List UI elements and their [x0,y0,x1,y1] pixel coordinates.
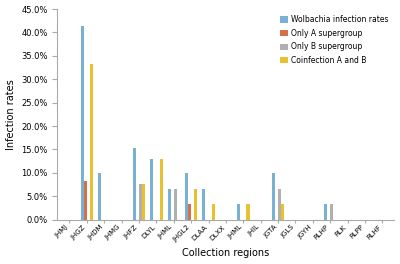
Bar [324,204,327,220]
Bar [278,189,281,220]
Bar [212,204,215,220]
Bar [174,189,177,220]
Bar [237,204,240,220]
Bar [194,189,197,220]
Bar [142,184,145,220]
Bar [160,159,163,220]
Bar [150,159,153,220]
Bar [330,204,333,220]
Bar [84,181,87,220]
Bar [246,204,250,220]
Legend: Wolbachia infection rates, Only A supergroup, Only B supergroup, Coinfection A a: Wolbachia infection rates, Only A superg… [278,13,391,67]
Bar [281,204,284,220]
Y-axis label: Infection rates: Infection rates [6,79,16,150]
Bar [272,173,275,220]
Bar [98,173,101,220]
Bar [133,148,136,220]
Bar [202,189,205,220]
Bar [188,204,191,220]
X-axis label: Collection regions: Collection regions [182,248,270,258]
Bar [90,64,93,220]
Bar [139,184,142,220]
Bar [168,189,171,220]
Bar [81,26,84,220]
Bar [185,173,188,220]
